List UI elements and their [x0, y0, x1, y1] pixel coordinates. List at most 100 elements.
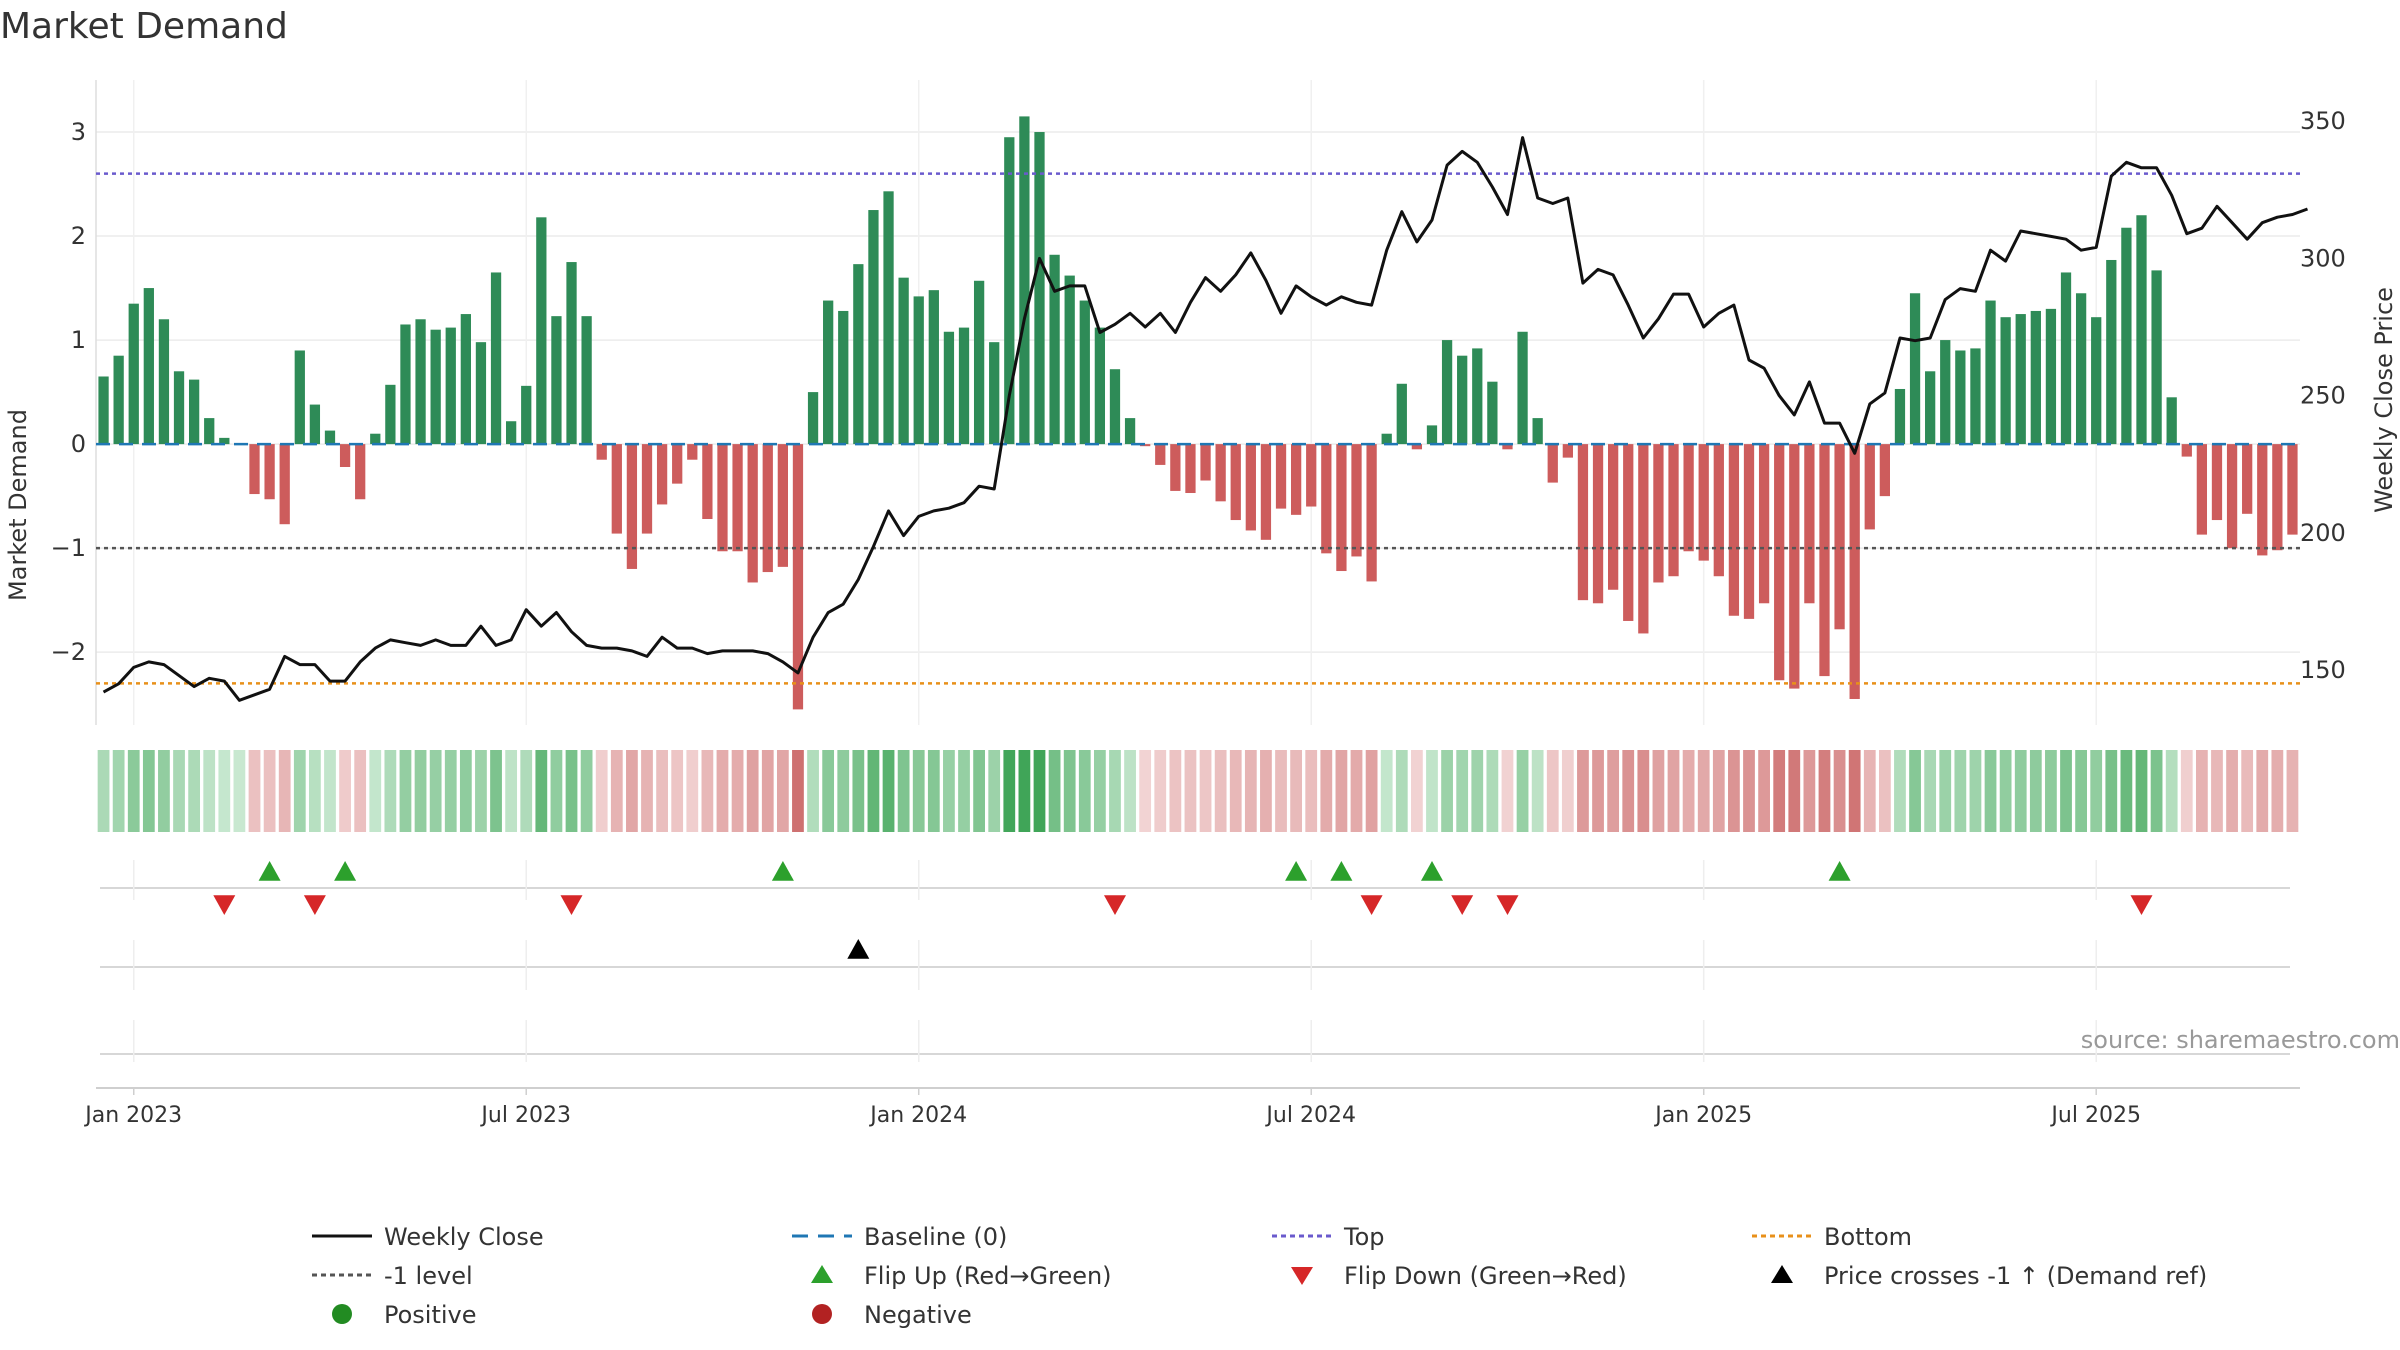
flip-down-marker [1496, 895, 1519, 915]
demand-bar [1230, 444, 1241, 521]
strip-cell [384, 750, 397, 832]
strip-cell [2105, 750, 2118, 832]
strip-cell [837, 750, 850, 832]
demand-bar [521, 385, 532, 445]
strip-cell [671, 750, 684, 832]
strip-cell [1395, 750, 1408, 832]
demand-bar [1441, 340, 1453, 445]
strip-cell [1275, 750, 1287, 832]
demand-bar [672, 444, 683, 484]
demand-bar [1683, 444, 1694, 552]
strip-cell [158, 750, 170, 832]
strip-cell [550, 750, 563, 832]
flip-down-marker [303, 895, 326, 915]
x-tick-label: Jan 2024 [868, 1103, 967, 1128]
demand-bar [1200, 444, 1211, 481]
strip-cell [761, 750, 774, 832]
x-tick-label: Jan 2025 [1653, 1103, 1752, 1128]
price-line-group [102, 136, 2309, 702]
demand-bar [823, 300, 834, 445]
flip-up-marker [258, 861, 281, 881]
y2-axis-label: Weekly Close Price [2370, 287, 2398, 513]
legend-label-negative: Negative [864, 1301, 972, 1329]
strip-cell [520, 750, 533, 832]
demand-bar [1457, 355, 1468, 445]
strip-cell [2195, 750, 2208, 832]
demand-bar [339, 444, 351, 467]
strip-cell [1773, 750, 1786, 832]
y-tick-label: −2 [51, 638, 86, 666]
demand-bar [762, 444, 773, 573]
strip-cell [2135, 750, 2148, 832]
demand-bar [1774, 444, 1785, 681]
strip-cell [1999, 750, 2012, 832]
strip-cell [1305, 750, 1318, 832]
strip-cell [610, 750, 623, 832]
strip-cell [2075, 750, 2087, 832]
strip-cell [490, 750, 502, 832]
strip-cell [444, 750, 457, 832]
x-tick-label: Jan 2023 [83, 1103, 182, 1128]
strip-cell [1018, 750, 1031, 832]
demand-bar [445, 327, 456, 445]
demand-bar [1170, 444, 1181, 491]
demand-bar [792, 444, 804, 710]
demand-bar [566, 262, 577, 445]
demand-bar [1245, 444, 1256, 531]
demand-heat-strip [97, 750, 2299, 832]
strip-cell [822, 750, 835, 832]
strip-cell [882, 750, 895, 832]
demand-bar [249, 444, 260, 495]
legend: Weekly Close Baseline (0) Top Bottom -1 leve… [312, 1223, 2207, 1329]
y-tick-label: 2 [71, 222, 86, 250]
strip-cell [1878, 750, 1891, 832]
source-label: source: sharemaestro.com [2081, 1026, 2400, 1054]
strip-cell [1229, 750, 1242, 832]
demand-bar [898, 277, 909, 445]
demand-bar [551, 316, 562, 445]
demand-bar [370, 433, 381, 445]
demand-bar [279, 444, 290, 525]
chart-title: Market Demand [0, 6, 288, 47]
y2-tick-label: 250 [2300, 382, 2346, 410]
demand-bar [1638, 444, 1649, 634]
demand-bar [1426, 425, 1438, 445]
strip-cell [716, 750, 729, 832]
strip-cell [1214, 750, 1227, 832]
strip-cell [1909, 750, 1921, 832]
strip-cell [1169, 750, 1182, 832]
demand-bar [702, 444, 713, 520]
strip-cell [1818, 750, 1831, 832]
demand-bar [1094, 327, 1106, 445]
strip-cell [1411, 750, 1423, 832]
strip-cell [1546, 750, 1559, 832]
strip-cell [1290, 750, 1303, 832]
y2-tick-label: 350 [2300, 107, 2346, 135]
strip-cell [339, 750, 351, 832]
strip-cell [203, 750, 216, 832]
strip-cell [188, 750, 201, 832]
strip-cell [1531, 750, 1544, 832]
demand-bar [219, 437, 230, 445]
demand-bar [1894, 388, 1906, 445]
strip-cell [641, 750, 653, 832]
strip-cell [2226, 750, 2238, 832]
demand-bar [1215, 444, 1226, 502]
demand-bar [2060, 272, 2072, 445]
demand-bar [641, 444, 653, 534]
strip-cell [1244, 750, 1257, 832]
demand-bar [2257, 444, 2268, 556]
strip-cell [776, 750, 789, 832]
strip-cell [973, 750, 985, 832]
flip-down-marker [213, 895, 236, 915]
event-panels [96, 860, 2300, 1089]
flip-up-marker [1828, 861, 1851, 881]
legend-label-bottom: Bottom [1824, 1223, 1912, 1251]
demand-bar [596, 444, 607, 460]
flip-up-marker [1330, 861, 1353, 881]
strip-cell [2060, 750, 2072, 832]
strip-cell [1093, 750, 1106, 832]
demand-bar [1185, 444, 1196, 494]
strip-cell [1033, 750, 1046, 832]
